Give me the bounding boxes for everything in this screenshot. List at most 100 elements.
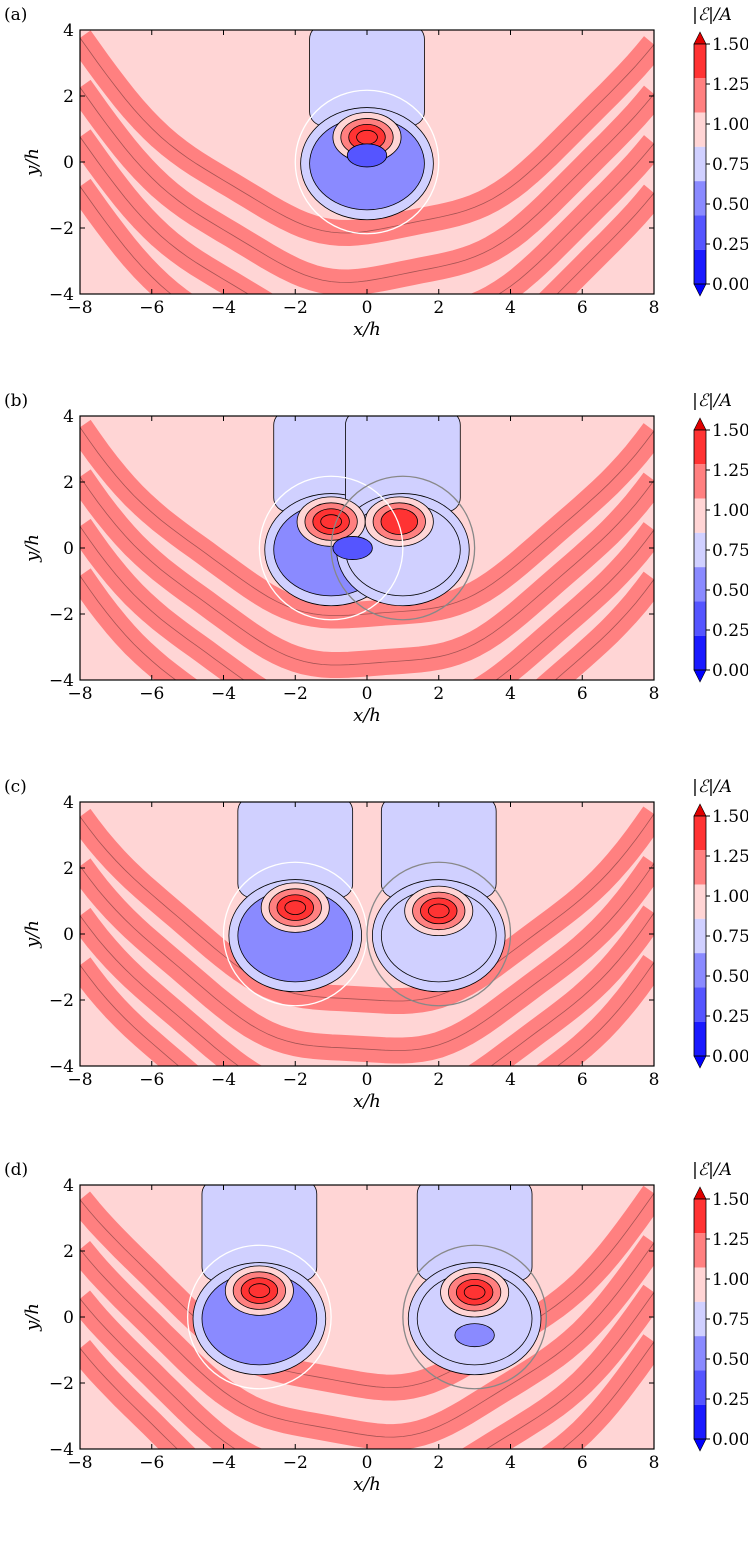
colorbar-segment <box>694 1267 706 1302</box>
panel-label: (b) <box>4 391 28 411</box>
colorbar-tick-label: 1.25 <box>712 461 748 481</box>
contour-hotspot <box>356 129 378 145</box>
x-tick-label: −8 <box>67 684 92 704</box>
colorbar-tick-label: 1.25 <box>712 847 748 867</box>
colorbar-segment <box>694 953 706 988</box>
cylinder-outline <box>402 1244 548 1390</box>
contour-band <box>80 1185 654 1401</box>
contour-field <box>80 802 654 1066</box>
colorbar-tick-label: 0.50 <box>712 581 748 601</box>
colorbar-title: |ℰ|/A <box>692 1160 732 1180</box>
colorbar-tick-label: 0.25 <box>712 1390 748 1410</box>
contour-band <box>80 1334 654 1449</box>
contour-hotspot <box>380 508 418 535</box>
colorbar-tick-label: 1.25 <box>712 1230 748 1250</box>
contour-line <box>80 1193 654 1389</box>
y-tick-label: 0 <box>63 1308 74 1328</box>
contour-band <box>80 518 654 680</box>
contour-field <box>80 416 654 680</box>
colorbar-segment <box>694 498 706 533</box>
colorbar-segment <box>694 567 706 602</box>
colorbar-segment <box>694 1233 706 1268</box>
x-tick-label: 6 <box>577 684 588 704</box>
contour-line <box>80 476 654 666</box>
x-tick-label: 6 <box>577 1070 588 1090</box>
colorbar-segment <box>694 1370 706 1405</box>
colorbar-tick-label: 0.25 <box>712 621 748 641</box>
colorbar-tick-label: 1.00 <box>712 1270 748 1290</box>
x-tick-label: 8 <box>649 684 660 704</box>
x-tick-label: −4 <box>211 1453 236 1473</box>
x-axis-label: x/h <box>353 705 381 726</box>
y-tick-label: −4 <box>49 1440 74 1460</box>
x-tick-label: −6 <box>139 684 164 704</box>
y-tick-label: 4 <box>63 793 74 813</box>
contour-line <box>80 1292 654 1449</box>
colorbar-segment <box>694 601 706 636</box>
y-tick-label: 4 <box>63 407 74 427</box>
y-tick-label: −4 <box>49 1057 74 1077</box>
colorbar-tick-label: 0.25 <box>712 235 748 255</box>
colorbar: |ℰ|/A 1.50 1.25 1.00 0.75 0.50 0.25 0.00 <box>692 777 748 1069</box>
contour-line <box>80 1242 654 1438</box>
colorbar-tick-label: 0.50 <box>712 1350 748 1370</box>
colorbar-segment <box>694 532 706 568</box>
colorbar-segment <box>694 249 706 284</box>
x-tick-label: −6 <box>139 298 164 318</box>
colorbar-extend-high <box>693 31 707 45</box>
x-tick-label: 8 <box>649 298 660 318</box>
y-tick-label: 2 <box>63 473 74 493</box>
contour-coldspot <box>454 1323 495 1348</box>
colorbar-segment <box>694 1404 706 1439</box>
contour-band <box>80 419 654 629</box>
x-tick-label: 0 <box>362 684 373 704</box>
panel-label: (a) <box>4 5 27 25</box>
contour-band <box>80 855 654 1064</box>
colorbar-tick-label: 0.00 <box>712 661 748 681</box>
y-tick-label: −2 <box>49 219 74 239</box>
colorbar-extend-low <box>693 669 707 683</box>
y-axis-label: y/h <box>22 534 43 563</box>
x-tick-label: 0 <box>362 298 373 318</box>
colorbar-segment <box>694 215 706 250</box>
contour-hotspot <box>320 514 342 529</box>
y-tick-label: −2 <box>49 991 74 1011</box>
colorbar-extend-high <box>693 803 707 817</box>
contour-line <box>80 136 654 294</box>
colorbar-segment <box>694 1301 706 1337</box>
contour-line <box>80 87 654 283</box>
x-tick-label: 4 <box>505 298 516 318</box>
panel-b: −8 −6 −4 −2 0 2 4 6 8 −4 −2 0 2 4 x/h y/h (b) |ℰ|/A 1.50 1.… <box>4 391 748 726</box>
colorbar-tick-label: 1.50 <box>712 35 748 55</box>
x-axis-label: x/h <box>353 1091 381 1112</box>
colorbar-tick-label: 0.75 <box>712 1310 748 1330</box>
cylinder-outline <box>366 861 512 1007</box>
contour-hotspot <box>284 900 307 915</box>
x-tick-label: 6 <box>577 1453 588 1473</box>
x-tick-label: 6 <box>577 298 588 318</box>
x-tick-label: −4 <box>211 298 236 318</box>
x-axis-label: x/h <box>353 319 381 340</box>
colorbar-tick-label: 0.00 <box>712 1047 748 1067</box>
colorbar-segment <box>694 78 706 113</box>
contour-line <box>80 526 654 680</box>
colorbar-segment <box>694 430 706 465</box>
colorbar-extend-low <box>693 283 707 297</box>
colorbar-extend-high <box>693 417 707 431</box>
colorbar-title: |ℰ|/A <box>692 391 732 411</box>
contour-hotspot <box>463 1284 486 1300</box>
x-tick-label: −2 <box>283 1070 308 1090</box>
x-tick-label: 4 <box>505 1453 516 1473</box>
colorbar-segment <box>694 44 706 79</box>
colorbar-tick-label: 0.50 <box>712 195 748 215</box>
y-tick-label: 4 <box>63 21 74 41</box>
colorbar-segment <box>694 816 706 851</box>
contour-hotspot <box>248 1283 271 1298</box>
colorbar: |ℰ|/A 1.50 1.25 1.00 0.75 0.50 0.25 0.00 <box>692 391 748 683</box>
colorbar-segment <box>694 1021 706 1056</box>
contour-band <box>80 1284 654 1449</box>
cylinder-outline <box>330 475 476 621</box>
contour-line <box>80 1341 654 1449</box>
colorbar-title: |ℰ|/A <box>692 777 732 797</box>
